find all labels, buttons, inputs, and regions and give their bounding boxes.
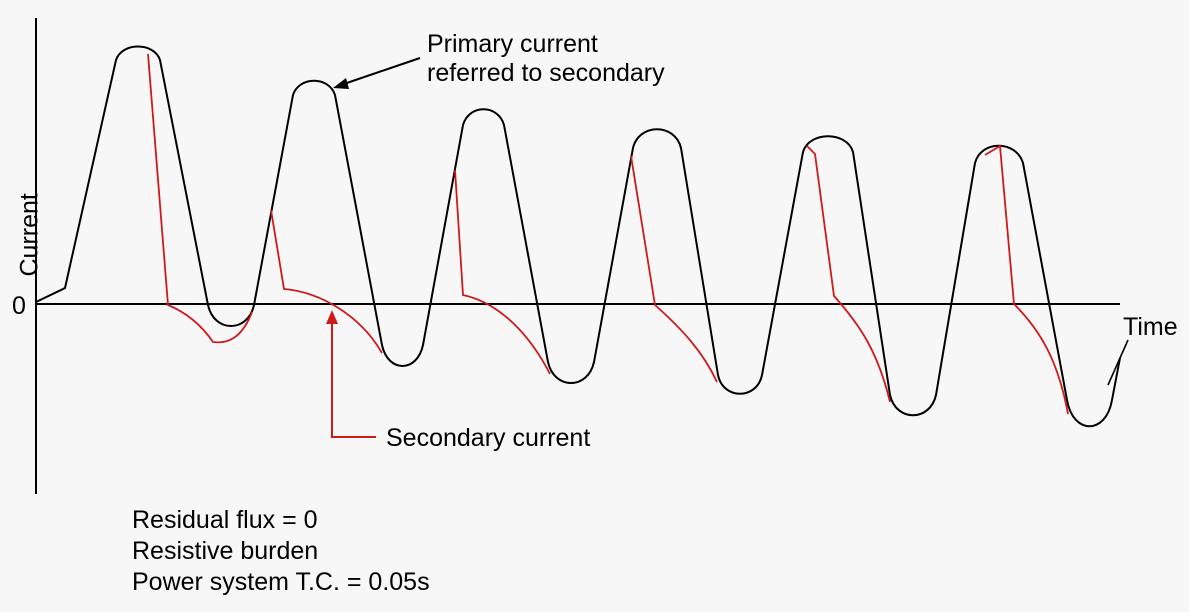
- secondary-current-curve-3: [454, 169, 551, 375]
- secondary-current-curve-6: [984, 144, 1069, 415]
- secondary-current-curve-5: [806, 145, 891, 403]
- note-time-constant: Power system T.C. = 0.05s: [132, 568, 430, 596]
- primary-arrow-line: [337, 57, 421, 87]
- note-resistive-burden: Resistive burden: [132, 537, 319, 565]
- primary-current-curve: [35, 45, 1121, 428]
- x-axis-label: Time: [1123, 313, 1178, 341]
- secondary-current-curve-2: [270, 209, 383, 354]
- y-zero-tick: 0: [12, 292, 26, 320]
- note-residual-flux: Residual flux = 0: [132, 506, 318, 534]
- primary-current-label: Primary current referred to secondary: [427, 30, 665, 88]
- secondary-arrowhead: [326, 310, 338, 324]
- condition-notes: Residual flux = 0 Resistive burden Power…: [132, 505, 430, 598]
- secondary-current-curve: [147, 53, 253, 344]
- primary-label-line1: Primary current: [427, 30, 598, 58]
- secondary-arrow-line: [331, 320, 376, 438]
- secondary-current-label: Secondary current: [386, 424, 591, 452]
- time-leader-line: [1107, 339, 1129, 386]
- primary-arrowhead: [333, 78, 349, 89]
- y-axis-label: Current: [15, 193, 44, 277]
- secondary-current-curve-4: [630, 155, 718, 383]
- primary-label-line2: referred to secondary: [427, 59, 665, 87]
